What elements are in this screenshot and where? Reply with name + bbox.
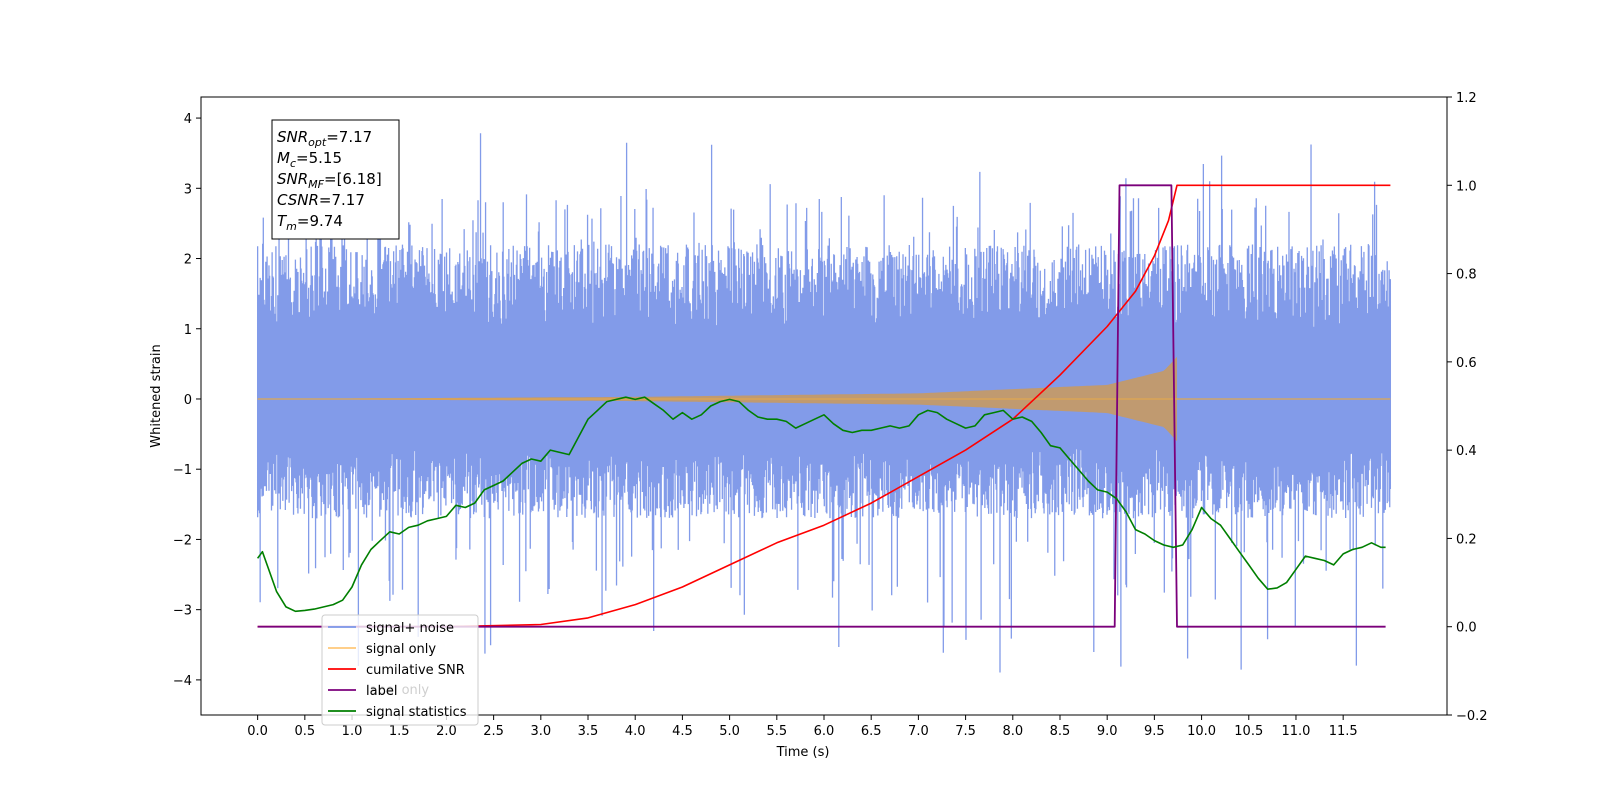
x-tick-label: 7.5	[955, 724, 976, 739]
y-left-tick-label: −3	[173, 604, 192, 619]
x-tick-label: 10.0	[1187, 724, 1216, 739]
y-right-tick-label: 1.2	[1456, 91, 1477, 106]
x-tick-label: 0.5	[294, 724, 315, 739]
legend-frame	[321, 614, 479, 726]
legend-label: signal+ noise	[366, 621, 454, 636]
y-axis-title: Whitened strain	[149, 344, 164, 447]
legend: label only signal+ noise signal only cumila…	[321, 614, 479, 726]
y-right-tick-label: 1.0	[1456, 179, 1477, 194]
x-tick-label: 8.0	[1002, 724, 1023, 739]
y-right-tick-label: 0.2	[1456, 532, 1477, 547]
y-left-tick-label: 1	[184, 323, 192, 338]
y-left-tick-label: −1	[173, 463, 192, 478]
x-axis-title: Time (s)	[776, 745, 830, 760]
x-tick-label: 11.0	[1281, 724, 1310, 739]
x-tick-label: 6.5	[861, 724, 882, 739]
y-right-tick-label: 0.0	[1456, 621, 1477, 636]
y-left-tick-label: 3	[184, 182, 192, 197]
x-tick-label: 5.5	[766, 724, 787, 739]
annotation-line: CSNR=7.17	[277, 191, 365, 209]
x-tick-label: 7.0	[908, 724, 929, 739]
x-tick-label: 9.5	[1144, 724, 1165, 739]
x-tick-label: 6.0	[814, 724, 835, 739]
axes: 0.0 0.5 1.0 1.5 2.0 2.5 3.0 3.5 4.0 4.5 5.0 5.5 6.0 6…	[173, 91, 1488, 739]
x-tick-label: 1.0	[342, 724, 363, 739]
x-tick-label: 11.5	[1329, 724, 1358, 739]
x-tick-label: 9.0	[1097, 724, 1118, 739]
annotation-line: Tm=9.74	[277, 212, 343, 233]
x-tick-label: 0.0	[247, 724, 268, 739]
legend-hidden-text: label only	[366, 683, 429, 698]
y-right-tick-label: 0.4	[1456, 444, 1477, 459]
legend-label: cumilative SNR	[366, 663, 465, 678]
series-signal-statistics	[256, 396, 1386, 613]
y-left-tick-label: 0	[184, 393, 192, 408]
annotation-line: SNRMF=[6.18]	[277, 170, 382, 191]
x-tick-label: 3.0	[530, 724, 551, 739]
x-tick-label: 3.5	[578, 724, 599, 739]
y-right-tick-label: −0.2	[1456, 709, 1488, 724]
x-tick-label: 10.5	[1234, 724, 1263, 739]
annotation-line: SNRopt=7.17	[277, 128, 372, 149]
x-tick-label: 4.0	[625, 724, 646, 739]
plot-area	[256, 133, 1392, 673]
y-right-tick-label: 0.6	[1456, 356, 1477, 371]
y-left-tick-label: 2	[184, 253, 192, 268]
series-cumulative-snr	[257, 184, 1391, 628]
y-left-tick-label: 4	[184, 112, 192, 127]
x-tick-label: 1.5	[389, 724, 410, 739]
y-left-tick-label: −4	[173, 674, 192, 689]
x-tick-label: 4.5	[672, 724, 693, 739]
x-tick-label: 5.0	[719, 724, 740, 739]
legend-label: signal only	[366, 642, 436, 657]
y-right-tick-label: 0.8	[1456, 268, 1477, 283]
legend-label: label	[366, 684, 397, 699]
y-left-tick-label: −2	[173, 533, 192, 548]
x-tick-label: 2.5	[483, 724, 504, 739]
series-label	[257, 184, 1386, 628]
x-tick-label: 2.0	[436, 724, 457, 739]
legend-label: signal statistics	[366, 705, 467, 720]
annotation-line: Mc=5.15	[277, 149, 342, 170]
x-tick-label: 8.5	[1050, 724, 1071, 739]
annotation-frame	[271, 119, 400, 240]
